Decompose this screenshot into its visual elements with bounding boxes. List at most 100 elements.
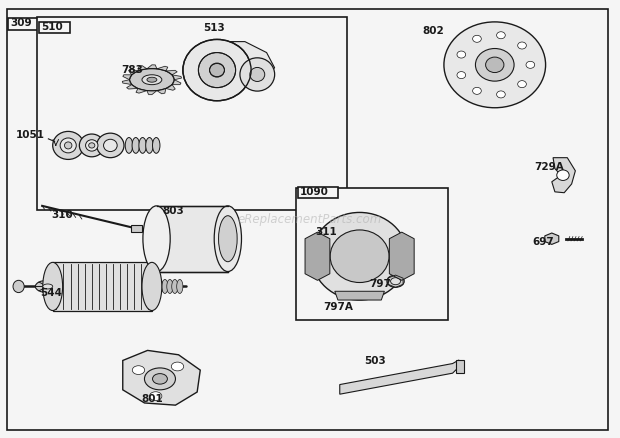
Ellipse shape xyxy=(171,362,184,371)
Ellipse shape xyxy=(172,279,178,293)
Bar xyxy=(298,187,338,198)
Text: 1090: 1090 xyxy=(300,187,329,197)
Ellipse shape xyxy=(476,49,514,81)
Ellipse shape xyxy=(149,392,162,400)
Ellipse shape xyxy=(557,170,569,180)
Ellipse shape xyxy=(104,139,117,152)
Polygon shape xyxy=(157,66,168,71)
Ellipse shape xyxy=(53,131,84,159)
Ellipse shape xyxy=(144,368,175,390)
Ellipse shape xyxy=(147,77,157,82)
Polygon shape xyxy=(122,80,132,85)
Ellipse shape xyxy=(153,138,160,153)
Text: 797A: 797A xyxy=(323,303,353,312)
Bar xyxy=(8,18,38,30)
Text: 803: 803 xyxy=(162,206,184,216)
Ellipse shape xyxy=(143,206,170,272)
Polygon shape xyxy=(166,71,177,75)
Ellipse shape xyxy=(472,35,481,42)
Polygon shape xyxy=(545,233,559,244)
Polygon shape xyxy=(138,66,147,71)
Ellipse shape xyxy=(518,81,526,88)
Text: 513: 513 xyxy=(203,24,225,33)
Text: 797: 797 xyxy=(370,279,391,289)
Ellipse shape xyxy=(218,215,237,261)
Polygon shape xyxy=(147,65,157,69)
Polygon shape xyxy=(172,80,181,85)
Ellipse shape xyxy=(311,212,408,300)
Ellipse shape xyxy=(240,58,275,91)
Polygon shape xyxy=(126,85,138,89)
Ellipse shape xyxy=(391,278,401,285)
Ellipse shape xyxy=(132,138,140,153)
Polygon shape xyxy=(123,75,132,80)
Ellipse shape xyxy=(89,143,95,148)
Ellipse shape xyxy=(250,67,265,81)
Polygon shape xyxy=(166,85,175,90)
Polygon shape xyxy=(128,69,138,75)
Ellipse shape xyxy=(142,75,162,85)
Ellipse shape xyxy=(130,69,174,91)
Text: 311: 311 xyxy=(315,227,337,237)
Ellipse shape xyxy=(526,61,534,68)
Ellipse shape xyxy=(125,138,133,153)
Text: 783: 783 xyxy=(121,65,143,75)
Ellipse shape xyxy=(35,280,60,293)
Ellipse shape xyxy=(210,63,224,77)
Ellipse shape xyxy=(183,39,251,101)
Ellipse shape xyxy=(79,134,104,157)
Text: 729A: 729A xyxy=(534,162,564,172)
Ellipse shape xyxy=(152,279,158,293)
Text: 510: 510 xyxy=(42,22,63,32)
Ellipse shape xyxy=(60,138,76,153)
Ellipse shape xyxy=(43,262,63,311)
Bar xyxy=(156,206,228,272)
Text: 1051: 1051 xyxy=(16,130,45,140)
Ellipse shape xyxy=(139,138,146,153)
Ellipse shape xyxy=(330,230,389,283)
Text: 801: 801 xyxy=(141,395,163,404)
Ellipse shape xyxy=(97,133,124,158)
Text: 802: 802 xyxy=(423,26,445,35)
Text: 309: 309 xyxy=(11,18,32,28)
Ellipse shape xyxy=(457,51,466,58)
Polygon shape xyxy=(136,88,147,93)
Ellipse shape xyxy=(142,262,162,311)
Ellipse shape xyxy=(86,140,98,151)
Ellipse shape xyxy=(497,91,505,98)
Bar xyxy=(39,22,70,33)
Ellipse shape xyxy=(387,275,404,287)
Ellipse shape xyxy=(64,142,72,149)
Ellipse shape xyxy=(153,374,167,384)
Bar xyxy=(296,188,448,320)
Ellipse shape xyxy=(157,279,163,293)
Bar xyxy=(131,225,142,232)
Text: eReplacementParts.com: eReplacementParts.com xyxy=(238,212,382,226)
Bar xyxy=(456,360,464,373)
Ellipse shape xyxy=(485,57,504,73)
Bar xyxy=(53,262,152,311)
Text: 697: 697 xyxy=(532,237,554,247)
Ellipse shape xyxy=(13,280,24,293)
Polygon shape xyxy=(157,88,166,94)
Ellipse shape xyxy=(167,279,173,293)
Polygon shape xyxy=(552,158,575,193)
Ellipse shape xyxy=(162,279,168,293)
Ellipse shape xyxy=(146,138,153,153)
Polygon shape xyxy=(172,75,182,80)
Ellipse shape xyxy=(444,22,546,108)
Polygon shape xyxy=(123,350,200,405)
Ellipse shape xyxy=(472,87,481,94)
Ellipse shape xyxy=(497,32,505,39)
Polygon shape xyxy=(211,42,275,88)
Ellipse shape xyxy=(198,53,236,88)
Ellipse shape xyxy=(215,206,241,272)
Text: 310: 310 xyxy=(51,210,73,219)
Ellipse shape xyxy=(132,366,144,374)
Text: 544: 544 xyxy=(40,289,62,298)
Ellipse shape xyxy=(43,284,53,289)
Bar xyxy=(37,17,347,210)
Ellipse shape xyxy=(457,71,466,78)
Text: 503: 503 xyxy=(365,357,386,366)
Polygon shape xyxy=(305,232,330,280)
